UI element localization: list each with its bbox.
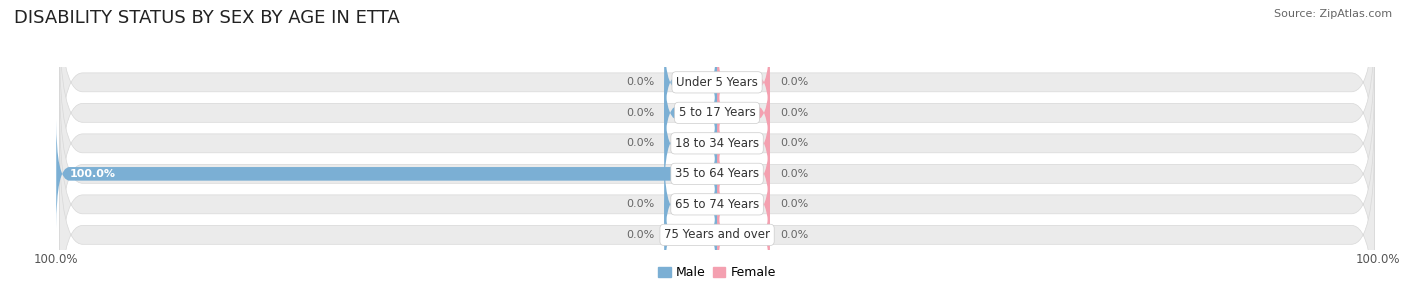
Text: 0.0%: 0.0% [780,77,808,87]
Text: 0.0%: 0.0% [780,199,808,209]
FancyBboxPatch shape [56,120,717,228]
FancyBboxPatch shape [664,181,717,289]
FancyBboxPatch shape [59,16,1375,210]
Text: 75 Years and over: 75 Years and over [664,228,770,241]
FancyBboxPatch shape [664,28,717,137]
Text: 0.0%: 0.0% [626,77,654,87]
Text: 0.0%: 0.0% [626,199,654,209]
Text: DISABILITY STATUS BY SEX BY AGE IN ETTA: DISABILITY STATUS BY SEX BY AGE IN ETTA [14,9,399,27]
Text: 35 to 64 Years: 35 to 64 Years [675,167,759,180]
FancyBboxPatch shape [717,181,770,289]
FancyBboxPatch shape [664,150,717,259]
FancyBboxPatch shape [664,59,717,167]
Text: 18 to 34 Years: 18 to 34 Years [675,137,759,150]
FancyBboxPatch shape [59,107,1375,302]
FancyBboxPatch shape [59,0,1375,180]
FancyBboxPatch shape [717,59,770,167]
Text: 0.0%: 0.0% [626,138,654,148]
Text: 0.0%: 0.0% [626,108,654,118]
Text: 0.0%: 0.0% [780,230,808,240]
FancyBboxPatch shape [59,46,1375,241]
FancyBboxPatch shape [664,89,717,198]
FancyBboxPatch shape [717,150,770,259]
FancyBboxPatch shape [717,120,770,228]
Text: 0.0%: 0.0% [780,108,808,118]
Text: 5 to 17 Years: 5 to 17 Years [679,106,755,119]
Text: 0.0%: 0.0% [780,169,808,179]
FancyBboxPatch shape [59,77,1375,271]
Text: Under 5 Years: Under 5 Years [676,76,758,89]
Text: 0.0%: 0.0% [780,138,808,148]
FancyBboxPatch shape [59,138,1375,305]
Text: Source: ZipAtlas.com: Source: ZipAtlas.com [1274,9,1392,19]
Text: 65 to 74 Years: 65 to 74 Years [675,198,759,211]
FancyBboxPatch shape [717,28,770,137]
FancyBboxPatch shape [717,89,770,198]
Legend: Male, Female: Male, Female [654,261,780,284]
Text: 0.0%: 0.0% [626,230,654,240]
Text: 100.0%: 100.0% [69,169,115,179]
